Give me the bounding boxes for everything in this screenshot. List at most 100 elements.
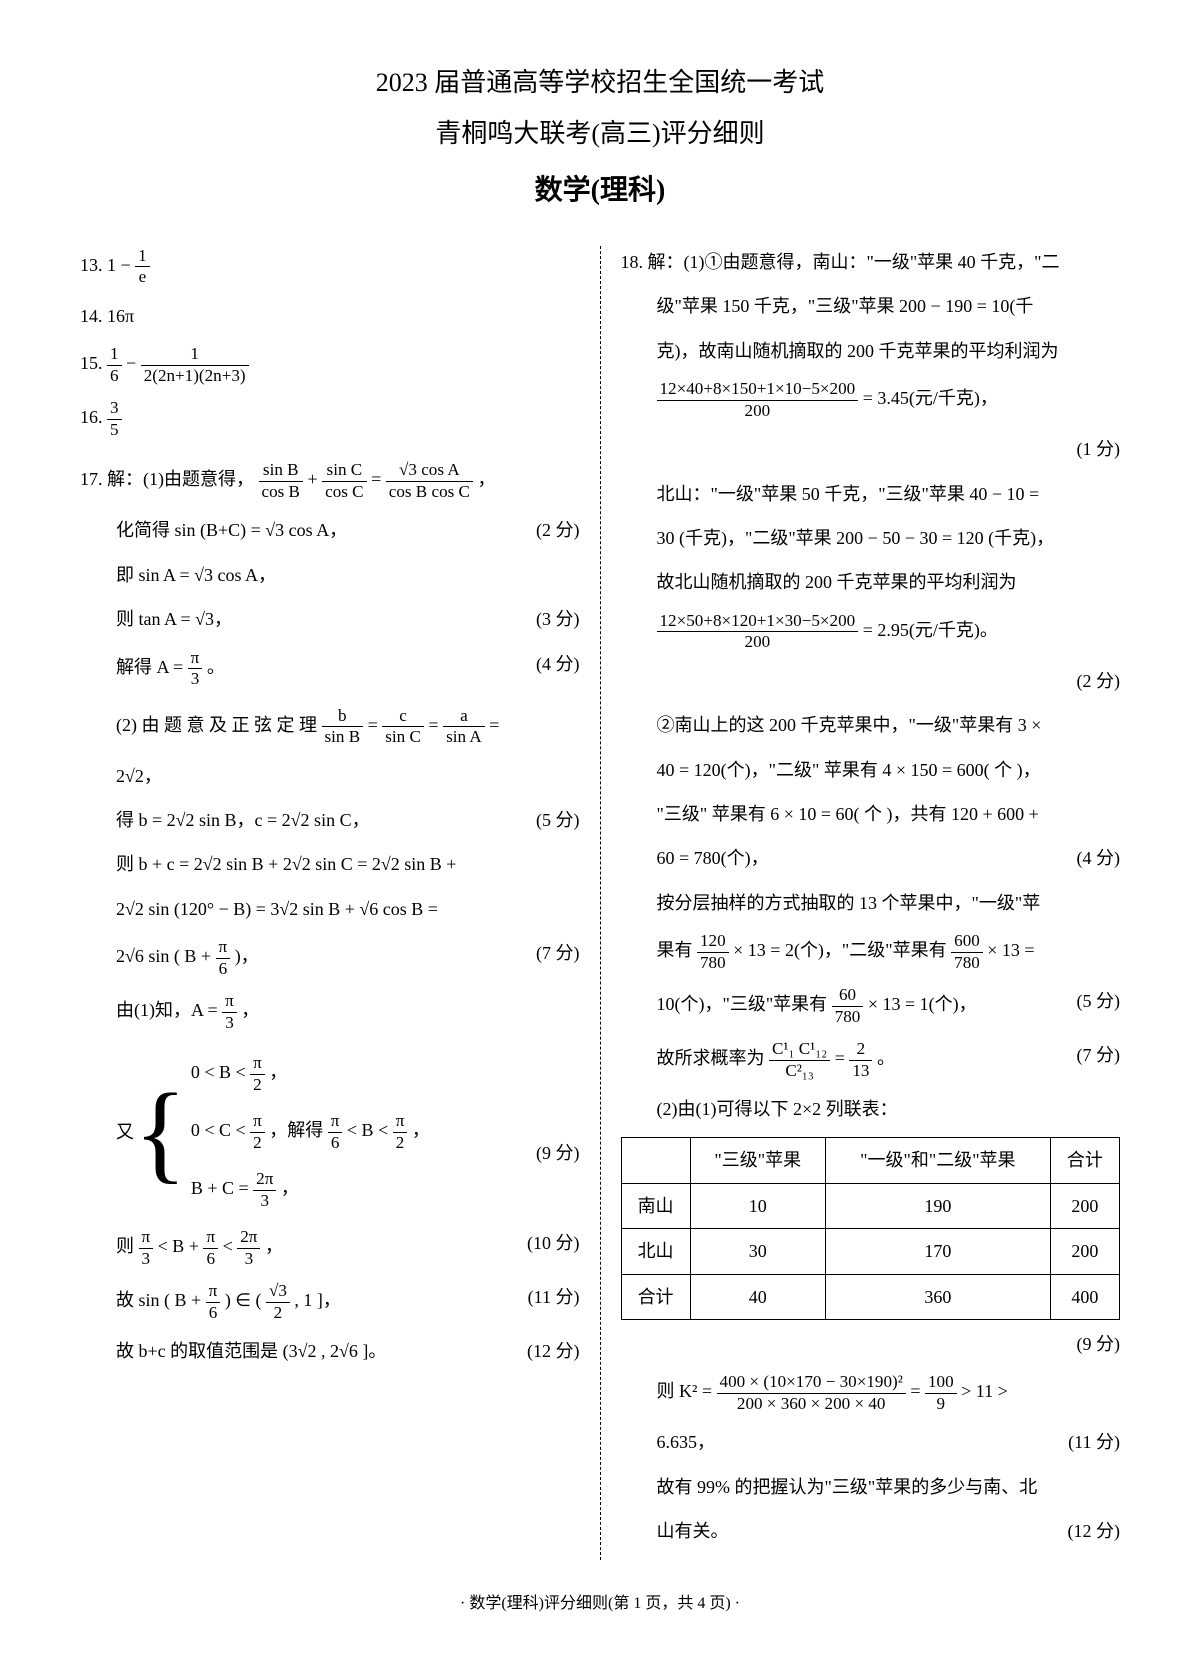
- q15-mid: −: [126, 354, 141, 374]
- cell: 南山: [621, 1183, 690, 1228]
- brace-l2-pre: 0 < C <: [191, 1120, 250, 1140]
- q18-2-l3: "三级" 苹果有 6 × 10 = 60( 个 )，共有 120 + 600 +: [621, 798, 1121, 830]
- pre: 果有: [657, 940, 693, 960]
- n: π: [203, 1227, 218, 1249]
- q18-2-l4: 60 = 780(个)， (4 分): [621, 842, 1121, 874]
- q15: 15. 1 6 − 1 2(2n+1)(2n+3): [80, 344, 580, 386]
- score: (11 分): [528, 1281, 580, 1313]
- q17-l5-n: π: [188, 648, 203, 670]
- d: 6: [206, 1303, 221, 1324]
- brace-l2-f3n: π: [393, 1111, 408, 1133]
- q17-2-l7-pre: 由(1)知，A =: [116, 1000, 222, 1020]
- n: π: [139, 1227, 154, 1249]
- contingency-table: "三级"苹果 "一级"和"二级"苹果 合计 南山 10 190 200 北山 3…: [621, 1137, 1121, 1320]
- brace-l2-f1: π 2: [250, 1111, 265, 1153]
- q18-2-l6: 果有 120780 × 13 = 2(个)，"二级"苹果有 600780 × 1…: [621, 931, 1121, 973]
- text: 6.635，: [657, 1432, 716, 1452]
- q17-f2n: sin C: [322, 460, 366, 482]
- q17-2-l3-text: 得 b = 2√2 sin B，c = 2√2 sin C，: [116, 810, 370, 830]
- cell: 北山: [621, 1229, 690, 1274]
- q16-d: 5: [107, 420, 122, 441]
- n: 100: [925, 1372, 957, 1394]
- q17-f2d: cos C: [322, 482, 366, 503]
- q17-2-l2: 2√2，: [80, 760, 580, 792]
- score: (12 分): [527, 1335, 580, 1367]
- q17-2-l9-f2: π6: [203, 1227, 218, 1269]
- table-row: 南山 10 190 200: [621, 1183, 1120, 1228]
- q17-2-l3-score: (5 分): [536, 804, 580, 836]
- q17-2-l7-post: ，: [241, 1000, 259, 1020]
- q18-3-l4: 故有 99% 的把握认为"三级"苹果的多少与南、北: [621, 1471, 1121, 1503]
- q17-l5-d: 3: [188, 669, 203, 690]
- q17-2-l7-frac: π 3: [222, 991, 237, 1033]
- brace-l2-f3: π 2: [393, 1111, 408, 1153]
- d: C²₁₃: [769, 1061, 830, 1082]
- d: 3: [237, 1249, 260, 1270]
- q13-text: 13. 1 −: [80, 255, 135, 275]
- d: 9: [925, 1394, 957, 1415]
- q16-pre: 16.: [80, 408, 107, 428]
- brace-l2-mid: ，解得: [269, 1120, 328, 1140]
- q17-l3: 即 sin A = √3 cos A，: [80, 559, 580, 591]
- n: 400 × (10×170 − 30×190)²: [717, 1372, 906, 1394]
- brace-score: (9 分): [536, 1137, 580, 1169]
- d: 780: [697, 953, 729, 974]
- q17-2-eq1: =: [368, 715, 383, 735]
- title-line-1: 2023 届普通高等学校招生全国统一考试: [80, 60, 1120, 107]
- pre: 则 K² =: [657, 1382, 717, 1402]
- th4: 合计: [1050, 1138, 1119, 1183]
- q17-2-l9-f3: 2π3: [237, 1227, 260, 1269]
- cell: 30: [690, 1229, 825, 1274]
- n: π: [206, 1281, 221, 1303]
- q17-f3d: cos B cos C: [386, 482, 473, 503]
- q17-2-f1: b sin B: [322, 706, 364, 748]
- mid: =: [910, 1382, 925, 1402]
- cell: 190: [825, 1183, 1050, 1228]
- d: 200 × 360 × 200 × 40: [717, 1394, 906, 1415]
- q17-2-l11: 故 b+c 的取值范围是 (3√2 , 2√6 ]。 (12 分): [80, 1335, 580, 1367]
- cell: 40: [690, 1274, 825, 1319]
- q17-2-f2n: c: [382, 706, 424, 728]
- two-column-layout: 13. 1 − 1 e 14. 16π 15. 1 6 − 1 2(2n+1)(…: [80, 246, 1120, 1560]
- d: 6: [203, 1249, 218, 1270]
- cell: 360: [825, 1274, 1050, 1319]
- n: 2π: [237, 1227, 260, 1249]
- d: 3: [139, 1249, 154, 1270]
- q17-l5-frac: π 3: [188, 648, 203, 690]
- d: 2: [266, 1303, 290, 1324]
- brace-l2: 0 < C < π 2 ，解得 π 6 < B < π: [191, 1111, 430, 1153]
- q17-1-open: 17. 解：(1)由题意得， sin B cos B + sin C cos C…: [80, 460, 580, 502]
- f1: C¹₁ C¹₁₂C²₁₃: [769, 1039, 830, 1081]
- brace-l1-frac: π 2: [250, 1053, 265, 1095]
- q17-l5: 解得 A = π 3 。 (4 分): [80, 648, 580, 690]
- q17-2-f3: a sin A: [443, 706, 485, 748]
- q17-2-f3n: a: [443, 706, 485, 728]
- q15-f1d: 6: [107, 366, 122, 387]
- q17-2-l7-d: 3: [222, 1013, 237, 1034]
- q17-2-l6-n: π: [216, 937, 231, 959]
- right-column: 18. 解：(1)①由题意得，南山："一级"苹果 40 千克，"二 级"苹果 1…: [621, 246, 1121, 1560]
- q15-f1: 1 6: [107, 344, 122, 386]
- cell: 合计: [621, 1274, 690, 1319]
- mid2: <: [223, 1236, 238, 1256]
- brace-l3-n: 2π: [253, 1169, 276, 1191]
- mid2: × 13 =: [987, 940, 1034, 960]
- score: (11 分): [1068, 1426, 1120, 1458]
- q17-l5-post: 。: [207, 657, 225, 677]
- th2: "三级"苹果: [690, 1138, 825, 1183]
- q17-2-l3: 得 b = 2√2 sin B，c = 2√2 sin C， (5 分): [80, 804, 580, 836]
- q17-f1n: sin B: [259, 460, 303, 482]
- pre: 10(个)，"三级"苹果有: [657, 994, 828, 1014]
- q18-2-l8: 故所求概率为 C¹₁ C¹₁₂C²₁₃ = 213 。 (7 分): [621, 1039, 1121, 1081]
- q17-f1: sin B cos B: [259, 460, 303, 502]
- q17-2-f1d: sin B: [322, 727, 364, 748]
- q17-2-f1n: b: [322, 706, 364, 728]
- q18-2-l1: ②南山上的这 200 千克苹果中，"一级"苹果有 3 ×: [621, 709, 1121, 741]
- d: 13: [849, 1061, 872, 1082]
- brace-l2-f1n: π: [250, 1111, 265, 1133]
- n: 60: [832, 985, 864, 1007]
- q14: 14. 16π: [80, 300, 580, 332]
- q18-l3: 克)，故南山随机摘取的 200 千克苹果的平均利润为: [621, 335, 1121, 367]
- q17-2-l9-pre: 则: [116, 1236, 139, 1256]
- post: ，: [265, 1236, 283, 1256]
